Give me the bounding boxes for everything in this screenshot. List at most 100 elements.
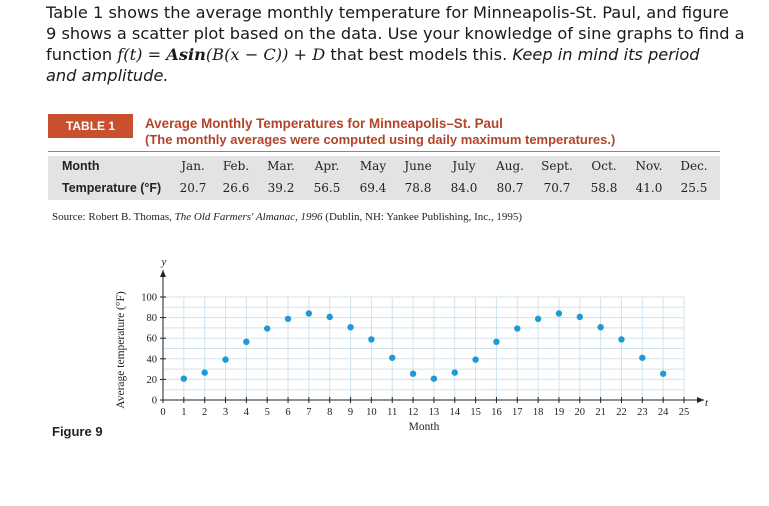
data-point <box>534 315 542 323</box>
y-axis-variable: y <box>161 256 167 268</box>
x-tick-label: 13 <box>429 407 440 418</box>
table-subtitle: (The monthly averages were computed usin… <box>145 132 616 147</box>
table-tag: TABLE 1 <box>48 114 133 138</box>
y-axis-label: Average temperature (°F) <box>115 291 127 409</box>
row-label-temperature: Temperature (°F) <box>62 181 162 195</box>
x-tick-label: 21 <box>595 407 606 418</box>
temp-cell: 58.8 <box>590 181 618 195</box>
x-tick-label: 9 <box>348 407 353 418</box>
data-point <box>264 325 271 332</box>
data-point <box>389 354 396 361</box>
x-tick-label: 22 <box>616 407 627 418</box>
month-cell: July <box>452 159 476 173</box>
y-tick-label: 20 <box>147 375 158 386</box>
y-tick-label: 60 <box>147 334 158 345</box>
x-tick-label: 11 <box>387 407 397 418</box>
x-tick-label: 0 <box>160 407 165 418</box>
month-cell: Sept. <box>541 159 573 173</box>
chart-points <box>180 310 667 382</box>
problem-text: Table 1 shows the average monthly temper… <box>46 2 756 86</box>
x-tick-label: 7 <box>306 407 311 418</box>
table-row-temperatures: Temperature (°F) 20.7 26.6 39.2 56.5 69.… <box>48 178 720 200</box>
temp-cell: 20.7 <box>179 181 207 195</box>
row-label-month: Month <box>62 159 100 173</box>
data-point <box>472 356 479 363</box>
x-tick-label: 16 <box>491 407 502 418</box>
x-tick-label: 14 <box>450 407 461 418</box>
x-tick-label: 12 <box>408 407 419 418</box>
data-point <box>180 375 188 382</box>
month-cell: Aug. <box>496 159 524 173</box>
data-point <box>493 338 500 346</box>
x-tick-label: 5 <box>265 407 270 418</box>
x-tick-label: 24 <box>658 407 669 418</box>
y-tick-label: 100 <box>141 293 157 304</box>
prompt-line-1: Table 1 shows the average monthly temper… <box>46 3 729 22</box>
x-tick-label: 18 <box>533 407 544 418</box>
month-cell: Oct. <box>591 159 617 173</box>
data-point <box>243 338 250 346</box>
x-tick-label: 10 <box>366 407 377 418</box>
prompt-line-3a: function <box>46 45 118 64</box>
x-tick-label: 4 <box>244 407 250 418</box>
prompt-hint-2: and amplitude. <box>46 66 169 85</box>
prompt-hint-1: Keep in mind its period <box>512 45 700 64</box>
data-point <box>284 315 292 323</box>
temp-cell: 69.4 <box>359 181 387 195</box>
data-point <box>639 354 646 361</box>
x-tick-label: 17 <box>512 407 523 418</box>
month-cell: June <box>404 159 432 173</box>
source-citation: Source: Robert B. Thomas, The Old Farmer… <box>52 211 522 223</box>
y-tick-label: 80 <box>147 313 158 324</box>
month-cell: Dec. <box>680 159 708 173</box>
function-notation: f(t) = <box>117 45 167 64</box>
temp-cell: 84.0 <box>450 181 478 195</box>
temp-cell: 39.2 <box>267 181 295 195</box>
data-point <box>368 336 375 343</box>
function-args: (B(x − C)) + D <box>205 45 326 64</box>
data-point <box>451 369 458 376</box>
month-cell: May <box>359 159 387 173</box>
temp-cell: 70.7 <box>543 181 571 195</box>
chart-ticks: 0 1 2 3 4 5 6 7 8 9 10 11 12 13 14 15 16 17 18 19 20 21 22 23 24… <box>141 293 689 419</box>
chart-grid <box>163 296 685 400</box>
month-cell: Mar. <box>267 159 295 173</box>
source-prefix: Source: Robert B. Thomas, <box>52 211 175 223</box>
data-point <box>430 375 438 382</box>
data-point <box>576 313 583 321</box>
x-axis-variable: t <box>705 397 709 409</box>
data-point <box>555 310 563 317</box>
x-tick-label: 25 <box>679 407 690 418</box>
data-point <box>659 370 667 377</box>
temp-cell: 78.8 <box>404 181 432 195</box>
temp-cell: 26.6 <box>222 181 250 195</box>
x-tick-label: 15 <box>470 407 481 418</box>
temp-cell: 25.5 <box>680 181 708 195</box>
month-cell: Jan. <box>181 159 205 173</box>
x-tick-label: 23 <box>637 407 648 418</box>
data-point <box>222 356 229 363</box>
table-row-months: Month Jan. Feb. Mar. Apr. May June July … <box>48 156 720 178</box>
data-point <box>409 370 417 377</box>
month-cell: Apr. <box>314 159 340 173</box>
y-tick-label: 40 <box>147 354 158 365</box>
x-axis-arrow <box>697 397 704 403</box>
x-tick-label: 2 <box>202 407 207 418</box>
x-tick-label: 8 <box>327 407 332 418</box>
month-cell: Feb. <box>222 159 250 173</box>
data-point <box>347 323 354 331</box>
figure-label: Figure 9 <box>52 424 103 439</box>
temp-cell: 80.7 <box>496 181 524 195</box>
x-axis-label: Month <box>409 421 440 433</box>
y-tick-label: 0 <box>152 396 157 407</box>
x-tick-label: 3 <box>223 407 228 418</box>
prompt-line-2: 9 shows a scatter plot based on the data… <box>46 24 745 43</box>
data-point <box>326 313 333 321</box>
x-tick-label: 1 <box>181 407 186 418</box>
source-title: The Old Farmers' Almanac, 1996 <box>174 211 323 223</box>
x-tick-label: 20 <box>575 407 586 418</box>
data-point <box>201 369 208 376</box>
function-asin: Asin <box>166 45 206 64</box>
prompt-line-3b: that best models this. <box>325 45 513 64</box>
